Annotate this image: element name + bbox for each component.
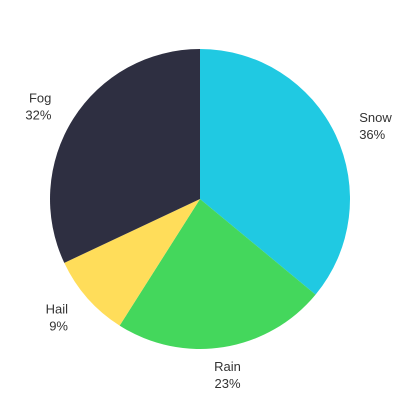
slice-label-rain: Rain 23% xyxy=(214,359,241,391)
slice-label-snow: Snow 36% xyxy=(359,110,392,142)
slice-name: Snow xyxy=(359,110,392,125)
slice-percent: 36% xyxy=(359,127,385,142)
slice-name: Hail xyxy=(46,301,69,316)
slice-percent: 32% xyxy=(25,108,51,123)
pie-slice-snow xyxy=(200,49,351,295)
pie-slice-fog xyxy=(50,49,200,263)
pie-slices xyxy=(50,49,351,349)
slice-label-fog: Fog 32% xyxy=(25,91,51,123)
slice-name: Fog xyxy=(29,91,51,106)
pie-slice-hail xyxy=(64,199,200,326)
slice-label-hail: Hail 9% xyxy=(46,301,69,333)
slice-name: Rain xyxy=(214,359,241,374)
pie-labels: Snow 36% Rain 23% Hail 9% Fog 32% xyxy=(25,91,392,391)
slice-percent: 9% xyxy=(49,318,68,333)
pie-slice-rain xyxy=(119,199,316,349)
slice-percent: 23% xyxy=(214,376,240,391)
